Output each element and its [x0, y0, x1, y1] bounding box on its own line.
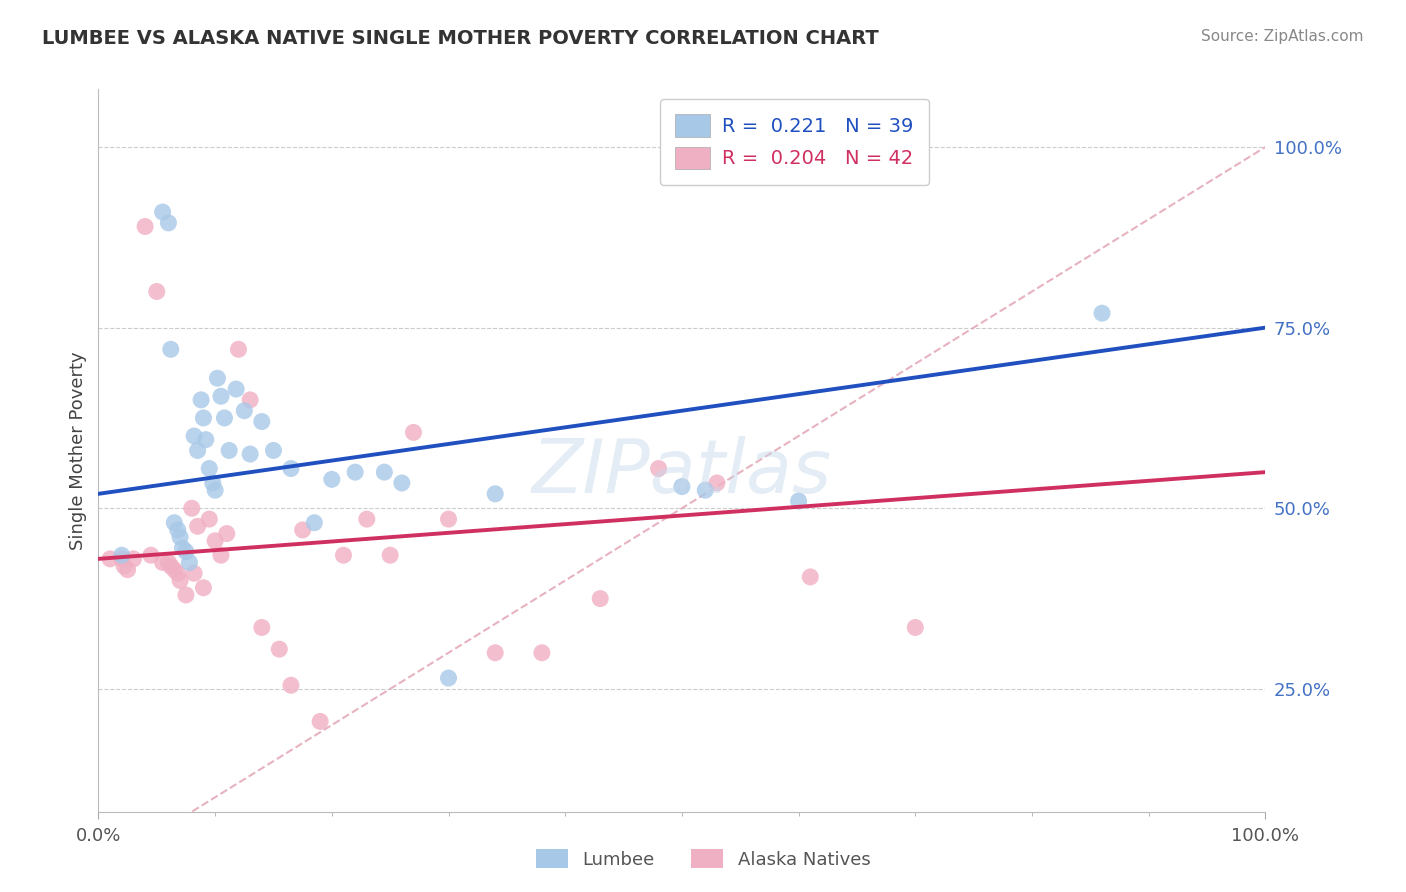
Point — [187, 519, 209, 533]
Point — [225, 382, 247, 396]
Point — [589, 591, 612, 606]
Point — [706, 475, 728, 490]
Point — [166, 523, 188, 537]
Legend: R =  0.221   N = 39, R =  0.204   N = 42: R = 0.221 N = 39, R = 0.204 N = 42 — [659, 99, 929, 185]
Point — [201, 475, 224, 490]
Point — [484, 487, 506, 501]
Text: ZIPatlas: ZIPatlas — [531, 436, 832, 508]
Point — [209, 389, 232, 403]
Point — [215, 526, 238, 541]
Point — [280, 678, 302, 692]
Point — [321, 472, 343, 486]
Point — [695, 483, 717, 498]
Point — [437, 512, 460, 526]
Point — [163, 516, 186, 530]
Point — [111, 551, 134, 566]
Point — [183, 566, 205, 581]
Point — [799, 570, 821, 584]
Point — [904, 620, 927, 634]
Point — [163, 563, 186, 577]
Point — [484, 646, 506, 660]
Point — [233, 403, 256, 417]
Point — [183, 429, 205, 443]
Point — [671, 480, 693, 494]
Point — [112, 559, 135, 574]
Point — [391, 475, 413, 490]
Y-axis label: Single Mother Poverty: Single Mother Poverty — [69, 351, 87, 549]
Point — [402, 425, 425, 440]
Point — [209, 548, 232, 562]
Point — [373, 465, 395, 479]
Point — [159, 343, 181, 357]
Point — [356, 512, 378, 526]
Point — [139, 548, 162, 562]
Legend: Lumbee, Alaska Natives: Lumbee, Alaska Natives — [529, 842, 877, 876]
Point — [214, 411, 236, 425]
Point — [437, 671, 460, 685]
Point — [98, 551, 121, 566]
Point — [180, 501, 202, 516]
Point — [166, 566, 188, 581]
Point — [117, 563, 139, 577]
Point — [239, 447, 262, 461]
Point — [218, 443, 240, 458]
Point — [198, 512, 221, 526]
Text: LUMBEE VS ALASKA NATIVE SINGLE MOTHER POVERTY CORRELATION CHART: LUMBEE VS ALASKA NATIVE SINGLE MOTHER PO… — [42, 29, 879, 47]
Point — [228, 343, 250, 357]
Point — [787, 494, 810, 508]
Point — [647, 461, 669, 475]
Point — [530, 646, 553, 660]
Point — [207, 371, 229, 385]
Point — [250, 620, 273, 634]
Point — [269, 642, 291, 657]
Point — [122, 551, 145, 566]
Point — [198, 461, 221, 475]
Point — [204, 483, 226, 498]
Point — [174, 588, 197, 602]
Point — [309, 714, 332, 729]
Point — [159, 559, 181, 574]
Point — [291, 523, 314, 537]
Point — [152, 556, 174, 570]
Point — [332, 548, 354, 562]
Point — [187, 443, 209, 458]
Point — [157, 556, 180, 570]
Point — [172, 541, 194, 555]
Point — [152, 205, 174, 219]
Point — [304, 516, 326, 530]
Point — [190, 392, 212, 407]
Point — [344, 465, 367, 479]
Point — [204, 533, 226, 548]
Point — [262, 443, 284, 458]
Point — [193, 581, 215, 595]
Point — [169, 574, 191, 588]
Point — [174, 544, 197, 558]
Point — [193, 411, 215, 425]
Point — [111, 548, 134, 562]
Point — [134, 219, 156, 234]
Point — [239, 392, 262, 407]
Point — [157, 216, 180, 230]
Point — [280, 461, 302, 475]
Text: Source: ZipAtlas.com: Source: ZipAtlas.com — [1201, 29, 1364, 44]
Point — [179, 556, 201, 570]
Point — [1091, 306, 1114, 320]
Point — [146, 285, 169, 299]
Point — [380, 548, 402, 562]
Point — [194, 433, 217, 447]
Point — [250, 415, 273, 429]
Point — [169, 530, 191, 544]
